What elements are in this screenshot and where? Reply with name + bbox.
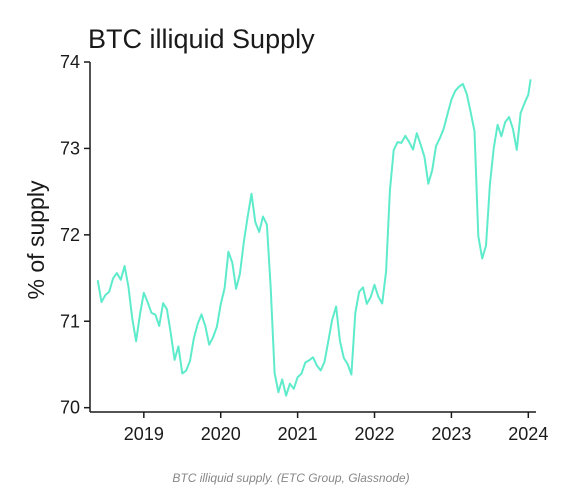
x-tick-label: 2023 xyxy=(431,424,471,444)
y-tick-label: 72 xyxy=(60,225,80,245)
y-ticks: 70 71 72 73 74 xyxy=(60,52,90,418)
x-tick-label: 2019 xyxy=(124,424,164,444)
y-tick-label: 73 xyxy=(60,138,80,158)
x-tick-label: 2022 xyxy=(354,424,394,444)
y-tick-label: 70 xyxy=(60,398,80,418)
x-tick-label: 2021 xyxy=(278,424,318,444)
figure-caption: BTC illiquid supply. (ETC Group, Glassno… xyxy=(172,471,410,485)
x-tick-label: 2020 xyxy=(201,424,241,444)
y-tick-label: 71 xyxy=(60,311,80,331)
series-group xyxy=(96,79,532,397)
chart-title: BTC illiquid Supply xyxy=(88,24,315,54)
x-tick-label: 2024 xyxy=(508,424,548,444)
series-line xyxy=(96,79,532,397)
x-ticks: 2019 2020 2021 2022 2023 2024 xyxy=(124,412,548,444)
y-tick-label: 74 xyxy=(60,52,80,72)
y-axis-label: % of supply xyxy=(23,180,49,299)
